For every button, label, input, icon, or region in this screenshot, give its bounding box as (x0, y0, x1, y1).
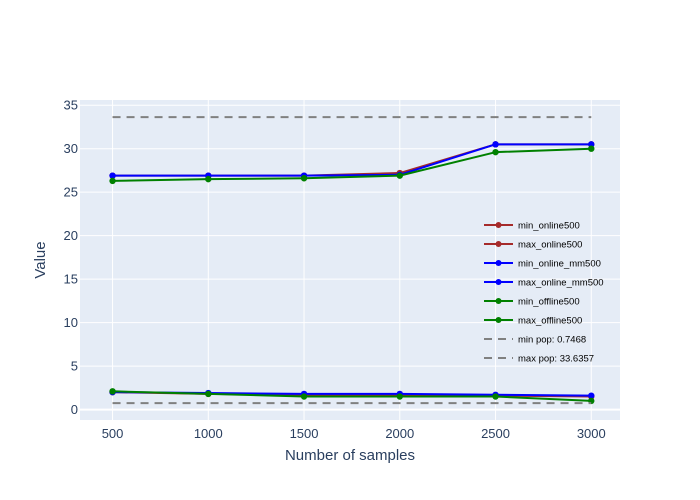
series-4 (109, 388, 595, 405)
data-point (588, 392, 595, 399)
data-point (109, 388, 116, 395)
plot-background (80, 100, 620, 420)
legend-label: max_offline500 (518, 316, 582, 327)
data-point (588, 145, 595, 152)
data-point (492, 141, 499, 148)
legend-label: min pop: 0.7468 (518, 335, 586, 346)
legend-item[interactable]: min_online500 (484, 221, 580, 232)
data-point (396, 172, 403, 179)
series-line (112, 390, 592, 402)
legend-item[interactable]: min_online_mm500 (484, 259, 601, 270)
y-axis-ticks: 0 5 10 15 20 25 30 35 (64, 98, 78, 417)
legend-item[interactable]: min_offline500 (484, 297, 580, 308)
x-tick-label: 2000 (385, 426, 414, 441)
y-axis-title: Value (32, 241, 49, 278)
series-5 (109, 145, 595, 185)
x-axis-title: Number of samples (285, 447, 415, 464)
legend-marker (495, 317, 502, 323)
legend-label: max_online500 (518, 240, 582, 251)
series-line (112, 143, 592, 177)
y-tick-label: 20 (64, 228, 78, 243)
data-point (492, 393, 499, 400)
y-tick-label: 30 (64, 141, 78, 156)
legend-marker (495, 222, 502, 228)
y-tick-label: 15 (64, 272, 78, 287)
x-tick-label: 2500 (481, 426, 510, 441)
data-point (396, 393, 403, 400)
legend-item[interactable]: max_online500 (484, 240, 582, 251)
y-tick-label: 0 (71, 402, 78, 417)
data-point (300, 393, 308, 400)
y-tick-label: 25 (64, 185, 78, 200)
legend-label: max_online_mm500 (518, 278, 604, 289)
legend-item[interactable]: max_offline500 (484, 316, 582, 327)
y-tick-label: 5 (71, 359, 78, 374)
legend-item[interactable]: max_online_mm500 (484, 278, 604, 289)
y-tick-label: 35 (64, 98, 78, 113)
legend-marker (495, 298, 502, 304)
data-point (109, 177, 116, 185)
legend-label: min_online_mm500 (518, 259, 601, 270)
data-point (205, 175, 212, 183)
x-tick-label: 500 (102, 426, 124, 441)
x-tick-label: 3000 (577, 426, 606, 441)
x-axis-ticks: 500 1000 1500 2000 2500 3000 (102, 426, 606, 441)
legend-item[interactable]: max pop: 33.6357 (484, 354, 594, 365)
legend-label: min_online500 (518, 221, 580, 232)
data-point (205, 390, 212, 398)
y-tick-label: 10 (64, 315, 78, 330)
x-tick-label: 1500 (290, 426, 319, 441)
grid (80, 100, 620, 420)
legend[interactable]: min_online500 max_online500 min_online_mm5… (484, 221, 604, 365)
legend-label: max pop: 33.6357 (518, 354, 594, 365)
legend-label: min_offline500 (518, 297, 580, 308)
series-layer (109, 116, 595, 405)
data-point (492, 148, 499, 156)
data-point (109, 172, 116, 179)
x-tick-label: 1000 (194, 426, 223, 441)
legend-marker (495, 260, 502, 266)
legend-marker (495, 241, 502, 247)
legend-marker (495, 279, 502, 285)
legend-item[interactable]: min pop: 0.7468 (484, 335, 586, 346)
data-point (300, 175, 308, 182)
series-line (112, 147, 592, 182)
